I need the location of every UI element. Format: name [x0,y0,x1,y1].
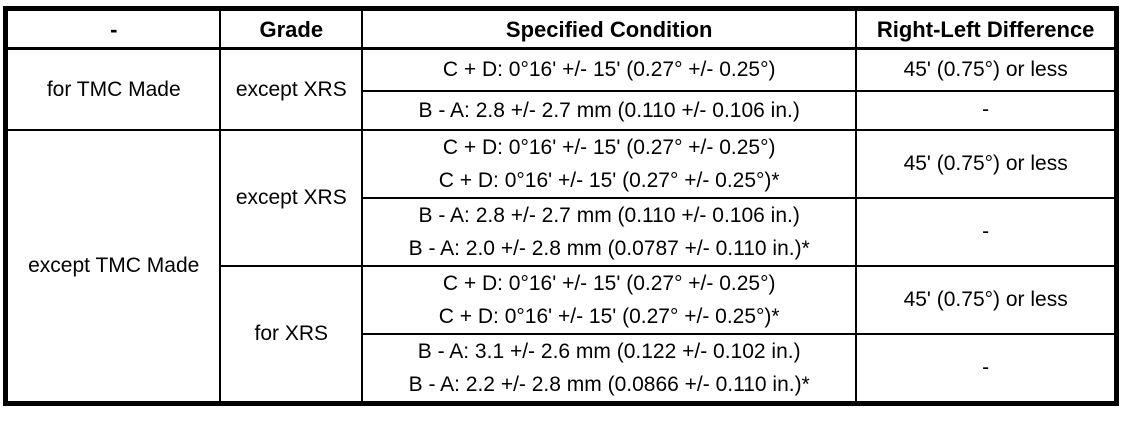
difference-cell: 45' (0.75°) or less [855,264,1118,335]
table-row: B - A: 2.8 +/- 2.7 mm (0.110 +/- 0.106 i… [6,196,1118,267]
condition-line: C + D: 0°16' +/- 15' (0.27° +/- 0.25°)* [438,304,780,328]
condition-line: C + D: 0°16' +/- 15' (0.27° +/- 0.25°)* [438,168,780,192]
condition-cell: C + D: 0°16' +/- 15' (0.27° +/- 0.25°) [361,47,858,92]
difference-cell: - [855,89,1118,131]
condition-line: B - A: 2.8 +/- 2.7 mm (0.110 +/- 0.106 i… [418,203,800,227]
table-row: for TMC Made except XRS C + D: 0°16' +/-… [4,47,1118,131]
condition-line: C + D: 0°16' +/- 15' (0.27° +/- 0.25°) [442,135,776,159]
condition-line: B - A: 2.0 +/- 2.8 mm (0.0787 +/- 0.110 … [408,236,810,260]
header-row: - Grade Specified Condition Right-Left D… [4,7,1118,50]
header-right-left-difference: Right-Left Difference [855,7,1118,50]
table-row: for XRS C + D: 0°16' +/- 15' (0.27° +/- … [6,264,1118,404]
condition-cell: B - A: 2.8 +/- 2.7 mm (0.110 +/- 0.106 i… [361,196,858,267]
condition-cell: B - A: 2.8 +/- 2.7 mm (0.110 +/- 0.106 i… [361,89,858,131]
grade-cell-tmc-except-xrs: except XRS [219,47,364,131]
condition-line: B - A: 3.1 +/- 2.6 mm (0.122 +/- 0.102 i… [417,339,801,363]
difference-cell: 45' (0.75°) or less [855,128,1118,199]
difference-cell: 45' (0.75°) or less [855,47,1118,92]
condition-cell: C + D: 0°16' +/- 15' (0.27° +/- 0.25°) C… [361,128,858,199]
condition-line: C + D: 0°16' +/- 15' (0.27° +/- 0.25°) [442,58,776,82]
condition-line: C + D: 0°16' +/- 15' (0.27° +/- 0.25°) [442,271,776,295]
made-cell-except-tmc: except TMC Made [4,128,222,404]
grade-cell-except-tmc-for-xrs: for XRS [219,264,364,404]
table-row: B - A: 2.8 +/- 2.7 mm (0.110 +/- 0.106 i… [6,89,1118,131]
condition-line: B - A: 2.2 +/- 2.8 mm (0.0866 +/- 0.110 … [408,372,810,396]
header-grade: Grade [219,7,364,50]
condition-cell: C + D: 0°16' +/- 15' (0.27° +/- 0.25°) C… [361,264,858,335]
header-specified-condition: Specified Condition [361,7,858,50]
difference-cell: - [855,196,1118,267]
table-row: B - A: 3.1 +/- 2.6 mm (0.122 +/- 0.102 i… [6,332,1118,404]
condition-line: B - A: 2.8 +/- 2.7 mm (0.110 +/- 0.106 i… [418,98,800,122]
condition-cell: B - A: 3.1 +/- 2.6 mm (0.122 +/- 0.102 i… [361,332,858,404]
table-row: except TMC Made except XRS C + D: 0°16' … [4,128,1118,404]
difference-cell: - [855,332,1118,404]
grade-cell-except-tmc-except-xrs: except XRS [219,128,364,267]
made-cell-tmc: for TMC Made [4,47,222,131]
alignment-spec-table: - Grade Specified Condition Right-Left D… [3,6,1119,406]
header-made: - [4,7,222,50]
